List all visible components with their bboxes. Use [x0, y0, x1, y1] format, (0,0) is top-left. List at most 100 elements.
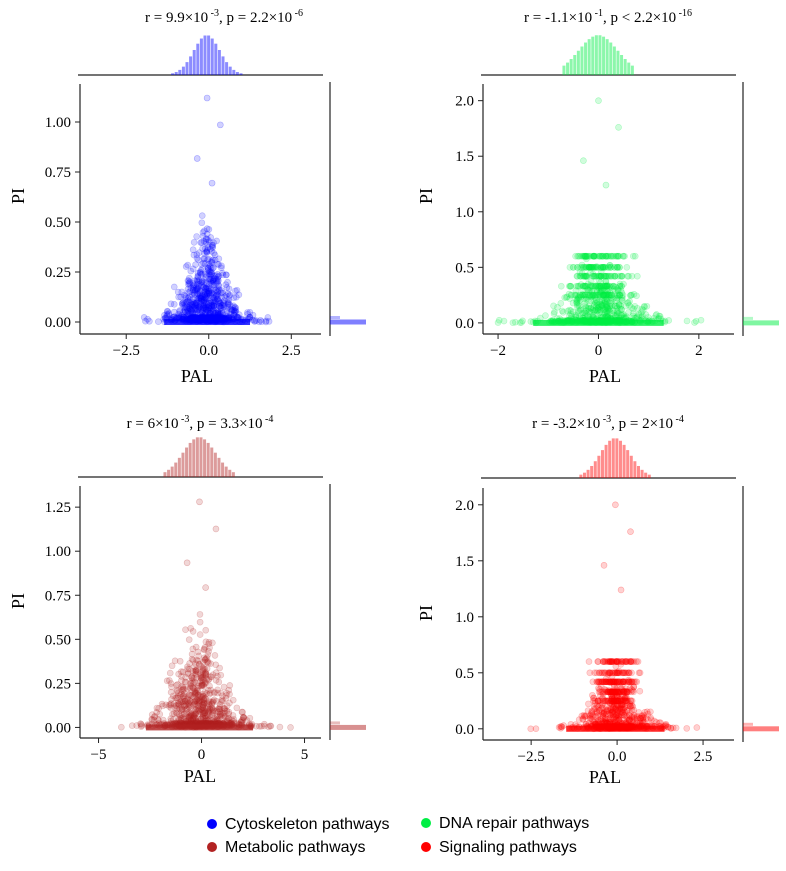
scatter-point: [205, 285, 213, 293]
scatter-point: [582, 252, 589, 260]
scatter-point: [193, 155, 201, 162]
scatter-point: [196, 287, 204, 294]
scatter-point: [189, 246, 197, 254]
scatter-point: [253, 722, 260, 730]
scatter-point: [195, 295, 202, 302]
scatter-point: [183, 299, 190, 306]
scatter-point: [203, 289, 211, 297]
scatter-point: [607, 705, 615, 713]
top-histogram-bar: [612, 46, 616, 75]
scatter-point: [209, 256, 217, 264]
scatter-point: [617, 586, 625, 594]
scatter-point: [213, 293, 220, 300]
scatter-point: [621, 252, 628, 260]
scatter-point: [186, 301, 194, 309]
scatter-point: [161, 311, 168, 319]
scatter-point: [230, 311, 238, 318]
scatter-point: [203, 249, 211, 256]
scatter-point: [219, 289, 226, 297]
scatter-point: [206, 302, 213, 310]
scatter-point: [207, 234, 215, 241]
y-tick-label: 0.75: [45, 165, 71, 181]
scatter-point: [203, 94, 211, 102]
chart-panel-1: r = 9.9×10 -3, p = 2.2×10 -6 −2.5 0.0 2.5 0.…: [8, 8, 366, 386]
top-histogram-bar: [189, 56, 193, 75]
scatter-point: [194, 290, 202, 298]
scatter-point: [218, 264, 225, 272]
scatter-point: [189, 265, 197, 273]
scatter-point: [212, 275, 220, 283]
scatter-point: [186, 274, 193, 282]
scatter-point: [194, 285, 201, 292]
scatter-point: [208, 259, 216, 266]
scatter-point: [202, 238, 210, 246]
scatter-point: [214, 288, 221, 296]
scatter-point: [153, 704, 161, 712]
scatter-point: [621, 658, 629, 665]
scatter-point: [167, 689, 175, 696]
legend-item: Signaling pathways: [421, 839, 577, 856]
top-histogram-bar: [636, 465, 640, 478]
scatter-point: [494, 319, 502, 326]
scatter-point: [214, 260, 221, 268]
scatter-point: [216, 287, 223, 294]
scatter-point: [194, 277, 201, 285]
scatter-point: [185, 281, 192, 288]
top-histogram-bar: [576, 50, 580, 75]
scatter-point: [208, 270, 215, 277]
top-histogram-bar: [593, 461, 597, 478]
scatter-point: [197, 300, 204, 308]
scatter-point: [194, 269, 202, 277]
dense-zero-band: [145, 724, 254, 731]
scatter-point: [201, 295, 208, 303]
y-tick-label: 0.0: [455, 722, 474, 738]
scatter-point: [618, 282, 625, 290]
scatter-point: [186, 303, 193, 311]
top-histogram-bar: [196, 43, 200, 75]
scatter-point: [212, 309, 220, 317]
scatter-point: [198, 279, 205, 287]
scatter-point: [198, 309, 206, 317]
scatter-point: [214, 310, 222, 317]
scatter-point: [608, 678, 615, 686]
scatter-point: [200, 645, 208, 653]
top-histogram-bar: [623, 59, 627, 75]
top-histogram-bar: [600, 450, 604, 478]
scatter-points: [140, 94, 273, 326]
scatter-point: [207, 686, 215, 694]
legend-marker: [207, 842, 217, 852]
top-histogram-bar: [616, 50, 620, 75]
y-tick-label: 1.0: [455, 610, 474, 626]
scatter-points: [118, 498, 294, 731]
scatter-point: [287, 724, 294, 731]
x-tick-label: 0: [198, 747, 206, 763]
scatter-point: [181, 300, 188, 307]
y-tick-label: 0.50: [45, 632, 71, 648]
scatter-point: [188, 650, 196, 658]
scatter-point: [206, 309, 213, 317]
chart-title: r = 9.9×10 -3, p = 2.2×10 -6: [145, 8, 303, 26]
scatter-point: [599, 658, 607, 665]
right-histogram-bar: [743, 316, 753, 320]
scatter-point: [249, 311, 257, 319]
scatter-point: [168, 683, 175, 691]
scatter-point: [198, 309, 206, 316]
scatter-point: [576, 291, 584, 299]
scatter-points: [494, 97, 705, 327]
scatter-point: [201, 669, 209, 677]
chart-title: r = 6×10 -3, p = 3.3×10 -4: [127, 414, 274, 432]
scatter-point: [224, 290, 232, 297]
right-histogram-bar: [330, 721, 340, 725]
scatter-point: [190, 685, 198, 693]
scatter-point: [203, 230, 211, 238]
scatter-point: [633, 678, 641, 686]
y-tick-label: 1.00: [45, 115, 71, 131]
scatter-point: [238, 708, 246, 716]
scatter-point: [164, 308, 171, 315]
scatter-point: [188, 710, 195, 718]
scatter-point: [230, 302, 237, 310]
scatter-point: [207, 290, 214, 298]
scatter-point: [652, 312, 660, 319]
scatter-point: [212, 279, 220, 287]
scatter-point: [656, 719, 663, 727]
